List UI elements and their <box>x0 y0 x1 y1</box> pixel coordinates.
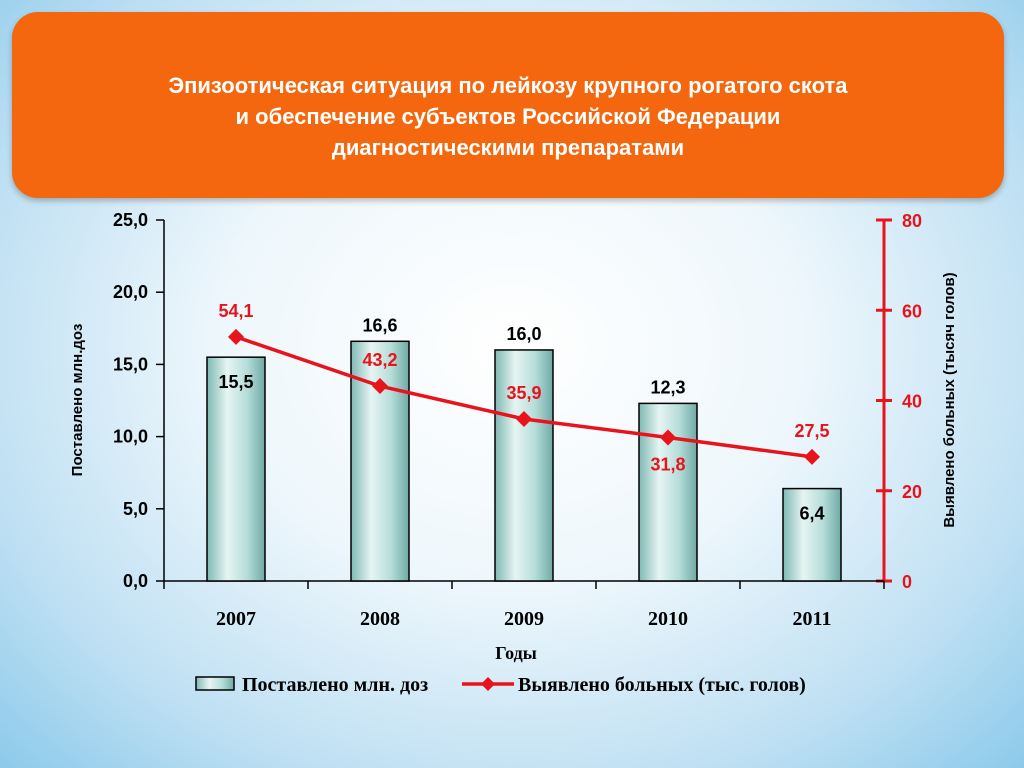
line-data-label: 35,9 <box>506 383 541 403</box>
y-left-tick-label: 10,0 <box>113 427 148 447</box>
y-right-tick-label: 20 <box>902 482 922 502</box>
legend: Поставлено млн. доз Выявлено больных (ты… <box>195 674 806 696</box>
legend-bar-swatch <box>195 676 235 691</box>
bar <box>350 340 410 582</box>
bar <box>206 356 266 582</box>
y-right-axis-title: Выявлено больных (тысяч голов) <box>941 272 958 527</box>
title-line-1: Эпизоотическая ситуация по лейкозу крупн… <box>168 73 848 98</box>
x-tick-label: 2009 <box>504 608 544 630</box>
bar <box>494 349 554 582</box>
bar-data-label: 12,3 <box>650 377 685 397</box>
line-data-label: 43,2 <box>362 350 397 370</box>
line-point-marker <box>804 448 820 465</box>
y-right-tick-label: 40 <box>902 392 922 412</box>
axes: 0,0 5,0 10,0 15,0 20,0 25,0 0 20 40 60 80 2007 2008 2… <box>113 210 922 630</box>
slide-title: Эпизоотическая ситуация по лейкозу крупн… <box>12 70 1004 163</box>
line-data-label: 27,5 <box>794 421 829 441</box>
legend-line-marker <box>481 677 495 691</box>
title-banner: Эпизоотическая ситуация по лейкозу крупн… <box>12 12 1004 198</box>
line-point-marker <box>372 378 388 395</box>
line-series <box>228 328 820 465</box>
x-tick-label: 2010 <box>648 608 688 630</box>
x-axis-title: Годы <box>495 643 537 663</box>
x-tick-label: 2007 <box>216 608 256 630</box>
line-point-marker <box>660 429 676 446</box>
title-line-3: диагностическими препаратами <box>331 135 685 160</box>
x-tick-label: 2011 <box>793 608 832 630</box>
y-left-tick-label: 0,0 <box>123 571 148 591</box>
y-right-tick-label: 80 <box>902 211 922 231</box>
title-line-2: и обеспечение субъектов Российской Федер… <box>235 104 781 129</box>
x-tick-label: 2008 <box>360 608 400 630</box>
y-right-tick-label: 60 <box>902 301 922 321</box>
y-left-tick-label: 5,0 <box>123 499 148 519</box>
legend-bar-label: Поставлено млн. доз <box>242 674 428 696</box>
data-labels: 15,5 16,6 16,0 12,3 6,4 54,1 43,2 35,9 31,8 27,5 <box>218 301 829 524</box>
bar-data-label: 16,0 <box>506 324 541 344</box>
y-right-tick-label: 0 <box>902 572 912 592</box>
y-left-axis-title: Поставлено млн.доз <box>69 324 86 477</box>
bar-data-label: 15,5 <box>218 372 253 392</box>
line-point-marker <box>516 411 532 428</box>
line-point-marker <box>228 328 244 345</box>
legend-line-label: Выявлено больных (тыс. голов) <box>518 674 806 696</box>
bar-data-label: 6,4 <box>799 504 824 524</box>
line-data-label: 31,8 <box>650 455 685 475</box>
y-left-tick-label: 25,0 <box>113 210 148 230</box>
y-left-tick-label: 20,0 <box>113 282 148 302</box>
bar <box>782 487 842 582</box>
bars <box>206 340 842 582</box>
bar-data-label: 16,6 <box>362 315 397 335</box>
y-left-tick-label: 15,0 <box>113 354 148 374</box>
line-data-label: 54,1 <box>218 301 253 321</box>
